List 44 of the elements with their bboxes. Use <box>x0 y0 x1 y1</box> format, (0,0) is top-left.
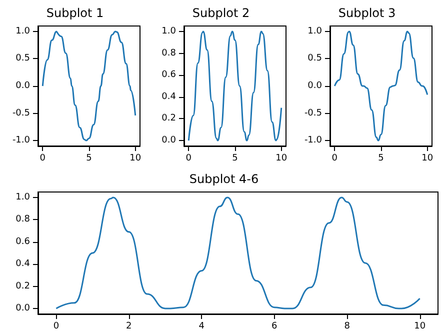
y-tick-label: 1.0 <box>16 192 30 203</box>
y-tick-label: 0.4 <box>162 92 176 102</box>
chart-title: Subplot 2 <box>192 6 250 20</box>
x-tick-label: 5 <box>86 154 92 164</box>
y-tick-label: 0.5 <box>16 54 30 64</box>
y-tick-label: 0.0 <box>308 81 322 91</box>
chart-title: Subplot 1 <box>46 6 104 20</box>
y-tick-label: -0.5 <box>12 108 30 118</box>
x-tick-label: 10 <box>422 154 434 164</box>
x-tick-label: 5 <box>378 154 384 164</box>
y-tick-label: -1.0 <box>304 136 322 146</box>
chart-title: Subplot 3 <box>338 6 396 20</box>
y-tick-label: 1.0 <box>162 26 176 36</box>
y-tick-label: 0.4 <box>16 259 30 270</box>
line-series <box>334 30 428 142</box>
y-tick-label: -0.5 <box>304 108 322 118</box>
y-tick-label: -1.0 <box>12 136 30 146</box>
line-series <box>188 30 282 142</box>
y-tick-label: 0.2 <box>16 281 30 292</box>
x-tick-label: 2 <box>126 322 132 332</box>
x-tick-label: 8 <box>344 322 350 332</box>
y-tick-label: 1.0 <box>308 26 322 36</box>
y-tick-label: 1.0 <box>16 26 30 36</box>
x-tick-label: 6 <box>271 322 278 332</box>
chart-title: Subplot 4-6 <box>189 172 259 186</box>
x-tick-label: 4 <box>198 322 205 332</box>
y-tick-label: 0.8 <box>162 48 176 58</box>
x-tick-label: 0 <box>53 322 60 332</box>
y-tick-label: 0.6 <box>162 70 176 80</box>
y-tick-label: 0.5 <box>308 54 322 64</box>
y-tick-label: 0.0 <box>16 303 30 314</box>
y-tick-label: 0.6 <box>16 236 30 247</box>
x-tick-label: 5 <box>232 154 238 164</box>
y-tick-label: 0.2 <box>162 114 176 124</box>
y-tick-label: 0.8 <box>16 214 30 225</box>
y-tick-label: 0.0 <box>162 136 176 146</box>
y-tick-label: 0.0 <box>16 81 30 91</box>
x-tick-label: 0 <box>332 154 338 164</box>
line-series <box>55 196 421 310</box>
x-tick-label: 0 <box>186 154 192 164</box>
x-tick-label: 10 <box>276 154 288 164</box>
x-tick-label: 10 <box>130 154 142 164</box>
x-tick-label: 10 <box>414 322 426 332</box>
x-tick-label: 0 <box>40 154 46 164</box>
